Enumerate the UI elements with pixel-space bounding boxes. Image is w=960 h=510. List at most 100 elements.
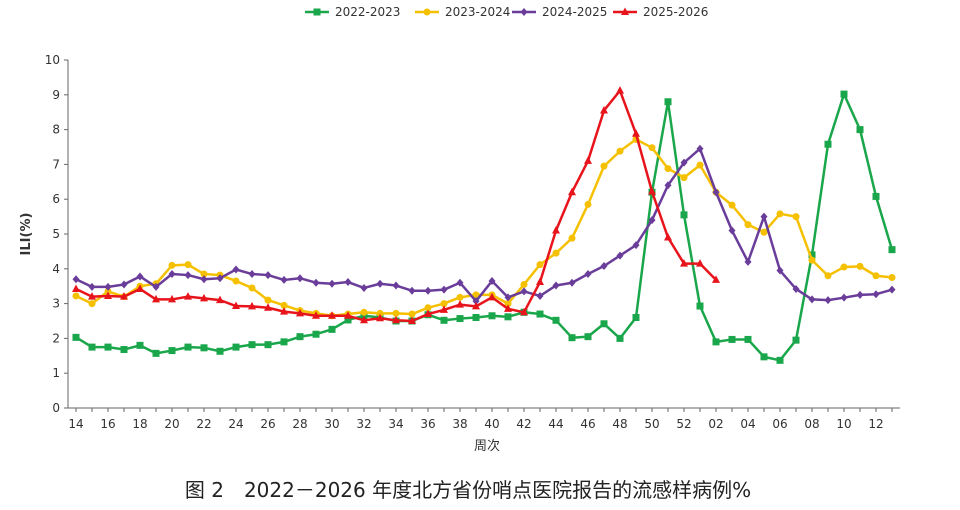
- data-point-circle: [232, 277, 240, 285]
- data-point-square: [168, 347, 176, 355]
- data-point-diamond: [792, 284, 800, 293]
- data-point-circle: [648, 144, 656, 152]
- data-point-square: [120, 346, 128, 354]
- legend-item: 2022-2023: [305, 5, 400, 19]
- data-point-diamond: [168, 270, 176, 279]
- x-tick-label: 20: [164, 417, 179, 431]
- data-point-triangle: [296, 308, 304, 317]
- data-point-triangle: [328, 311, 336, 319]
- data-point-circle: [808, 256, 816, 264]
- data-point-square: [456, 315, 464, 323]
- data-point-diamond: [200, 275, 208, 284]
- data-point-square: [280, 338, 288, 346]
- data-point-diamond: [248, 270, 256, 279]
- data-point-circle: [200, 270, 208, 278]
- data-point-circle: [696, 161, 704, 169]
- data-point-triangle: [472, 301, 480, 310]
- data-point-triangle: [621, 7, 629, 15]
- data-point-diamond: [600, 262, 608, 271]
- data-point-triangle: [408, 316, 416, 324]
- data-point-square: [216, 347, 224, 355]
- data-point-square: [840, 90, 848, 98]
- x-tick-label: 02: [708, 417, 723, 431]
- figure-caption: 图 2 2022－2026 年度北方省份哨点医院报告的流感样病例%: [185, 478, 751, 502]
- data-point-diamond: [184, 271, 192, 280]
- data-point-square: [264, 341, 272, 349]
- data-point-diamond: [888, 285, 896, 294]
- data-point-triangle: [504, 304, 512, 312]
- data-point-square: [104, 343, 112, 351]
- data-point-diamond: [728, 226, 736, 235]
- data-point-diamond: [88, 282, 96, 291]
- y-tick-label: 3: [52, 297, 60, 311]
- data-point-square: [536, 310, 544, 318]
- data-point-square: [88, 343, 96, 351]
- data-point-triangle: [712, 275, 720, 283]
- data-point-circle: [840, 263, 848, 271]
- data-point-circle: [360, 308, 368, 316]
- data-point-diamond: [696, 144, 704, 153]
- data-point-diamond: [376, 279, 384, 288]
- data-point-triangle: [248, 301, 256, 310]
- y-tick-label: 2: [52, 331, 60, 345]
- data-point-diamond: [392, 281, 400, 290]
- data-point-triangle: [344, 311, 352, 319]
- data-point-triangle: [456, 300, 464, 308]
- data-point-square: [664, 98, 672, 106]
- data-point-square: [152, 349, 160, 357]
- data-point-circle: [504, 300, 512, 308]
- data-point-diamond: [568, 278, 576, 287]
- data-point-circle: [744, 221, 752, 229]
- x-tick-label: 06: [772, 417, 787, 431]
- data-point-triangle: [520, 307, 528, 316]
- data-point-circle: [408, 310, 416, 318]
- x-tick-label: 18: [132, 417, 147, 431]
- data-point-diamond: [104, 282, 112, 291]
- data-point-triangle: [392, 315, 400, 324]
- data-point-diamond: [440, 285, 448, 294]
- data-point-triangle: [680, 259, 688, 267]
- x-axis-label: 周次: [474, 438, 500, 454]
- data-point-diamond: [296, 274, 304, 283]
- data-point-circle: [552, 249, 560, 257]
- data-point-square: [760, 353, 768, 361]
- data-point-diamond: [456, 278, 464, 287]
- data-point-square: [344, 316, 352, 324]
- data-point-circle: [680, 174, 688, 182]
- legend-label: 2024-2025: [542, 5, 607, 19]
- data-point-diamond: [216, 274, 224, 283]
- data-point-circle: [584, 200, 592, 208]
- data-point-circle: [616, 147, 624, 155]
- x-tick-label: 12: [868, 417, 883, 431]
- data-point-diamond: [504, 293, 512, 302]
- legend-label: 2022-2023: [335, 5, 400, 19]
- x-tick-label: 44: [548, 417, 563, 431]
- data-point-triangle: [88, 292, 96, 300]
- y-tick-label: 9: [52, 88, 60, 102]
- data-point-square: [744, 335, 752, 343]
- data-point-triangle: [632, 129, 640, 137]
- data-point-triangle: [488, 292, 496, 301]
- x-tick-label: 24: [228, 417, 243, 431]
- data-point-circle: [824, 272, 832, 280]
- data-point-diamond: [632, 241, 640, 250]
- data-point-square: [248, 341, 256, 349]
- data-point-diamond: [856, 290, 864, 299]
- data-point-triangle: [152, 294, 160, 303]
- plot-area: [72, 86, 896, 364]
- data-point-diamond: [744, 257, 752, 266]
- data-point-circle: [423, 8, 431, 16]
- data-point-diamond: [584, 270, 592, 279]
- data-point-square: [600, 320, 608, 328]
- data-point-triangle: [168, 294, 176, 303]
- legend-item: 2024-2025: [512, 5, 607, 19]
- data-point-circle: [280, 301, 288, 309]
- data-point-diamond: [872, 290, 880, 299]
- x-tick-label: 16: [100, 417, 115, 431]
- data-point-square: [232, 343, 240, 351]
- series-line: [75, 147, 893, 303]
- data-point-circle: [424, 304, 432, 312]
- data-point-circle: [568, 234, 576, 242]
- data-point-circle: [264, 296, 272, 304]
- x-tick-label: 42: [516, 417, 531, 431]
